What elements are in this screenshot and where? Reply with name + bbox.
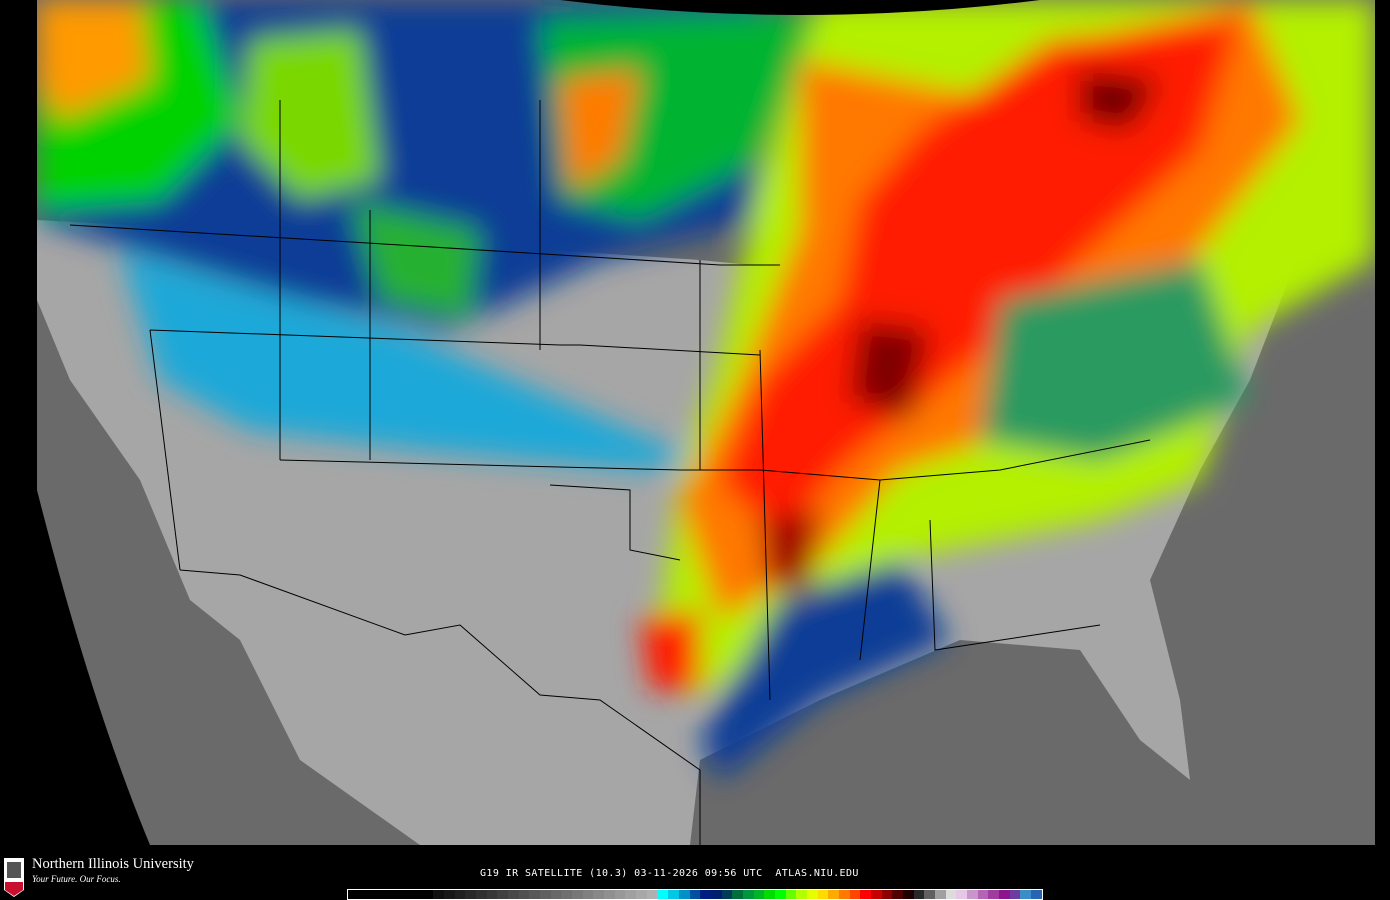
colorbar-swatch <box>764 890 775 899</box>
colorbar-swatch <box>1009 890 1021 899</box>
temperature-colorbar <box>347 889 1043 900</box>
colorbar-swatch <box>444 890 455 899</box>
colorbar-swatch <box>902 890 914 899</box>
colorbar-swatch <box>1020 890 1031 899</box>
colorbar-swatch <box>497 890 509 899</box>
satellite-map <box>37 0 1375 845</box>
colorbar-swatch <box>401 890 413 899</box>
colorbar-swatch <box>774 890 786 899</box>
colorbar-swatch <box>742 890 754 899</box>
state-borders <box>69 100 1151 845</box>
colorbar-swatch <box>508 890 519 899</box>
colorbar-swatch <box>721 890 733 899</box>
colorbar-swatch <box>988 890 999 899</box>
colorbar-swatch <box>860 890 871 899</box>
colorbar-swatch <box>390 890 402 899</box>
colorbar-swatch <box>828 890 839 899</box>
cloud-layer <box>37 0 1375 780</box>
colorbar-swatch <box>689 890 701 899</box>
colorbar-swatch <box>785 890 797 899</box>
niu-shield-icon <box>4 858 24 897</box>
colorbar-swatch <box>348 890 359 899</box>
colorbar-swatch <box>572 890 583 899</box>
colorbar-swatch <box>913 890 925 899</box>
colorbar-swatch <box>796 890 807 899</box>
colorbar-swatch <box>550 890 562 899</box>
colorbar-swatch <box>476 890 487 899</box>
colorbar-swatch <box>998 890 1010 899</box>
colorbar-swatch <box>422 890 434 899</box>
colorbar-swatch <box>412 890 423 899</box>
colorbar-swatch <box>369 890 381 899</box>
footer-bar: Northern Illinois University Your Future… <box>0 845 1390 900</box>
colorbar-swatch <box>358 890 370 899</box>
colorbar-swatch <box>870 890 882 899</box>
colorbar-swatch <box>625 890 637 899</box>
university-name: Northern Illinois University <box>32 856 194 872</box>
colorbar-swatch <box>540 890 551 899</box>
colorbar-swatch <box>977 890 989 899</box>
colorbar-swatch <box>604 890 615 899</box>
colorbar-swatch <box>657 890 669 899</box>
colorbar-swatch <box>561 890 573 899</box>
colorbar-swatch <box>380 890 391 899</box>
colorbar-swatch <box>966 890 978 899</box>
colorbar-swatch <box>582 890 594 899</box>
colorbar-swatch <box>593 890 605 899</box>
colorbar-swatch <box>529 890 541 899</box>
colorbar-swatch <box>849 890 861 899</box>
colorbar-swatch <box>881 890 893 899</box>
colorbar-swatch <box>956 890 967 899</box>
colorbar-swatch <box>646 890 658 899</box>
colorbar-swatch <box>945 890 957 899</box>
colorbar-swatch <box>486 890 498 899</box>
colorbar-swatch <box>732 890 743 899</box>
colorbar-swatch <box>1031 890 1042 899</box>
colorbar-swatch <box>518 890 530 899</box>
niu-logo: Northern Illinois University Your Future… <box>2 856 194 898</box>
university-tagline: Your Future. Our Focus. <box>32 874 121 884</box>
colorbar-swatch <box>710 890 722 899</box>
colorbar-swatch <box>924 890 935 899</box>
colorbar-swatch <box>433 890 445 899</box>
colorbar-swatch <box>668 890 679 899</box>
colorbar-swatch <box>678 890 690 899</box>
colorbar-swatch <box>465 890 477 899</box>
colorbar-swatch <box>817 890 829 899</box>
colorbar-swatch <box>838 890 850 899</box>
colorbar-swatch <box>700 890 711 899</box>
colorbar-swatch <box>636 890 647 899</box>
colorbar-swatch <box>892 890 903 899</box>
colorbar-swatch <box>934 890 946 899</box>
image-caption: G19 IR SATELLITE (10.3) 03-11-2026 09:56… <box>480 868 859 879</box>
colorbar-swatch <box>614 890 626 899</box>
colorbar-swatch <box>806 890 818 899</box>
colorbar-swatch <box>454 890 466 899</box>
colorbar-swatch <box>753 890 765 899</box>
